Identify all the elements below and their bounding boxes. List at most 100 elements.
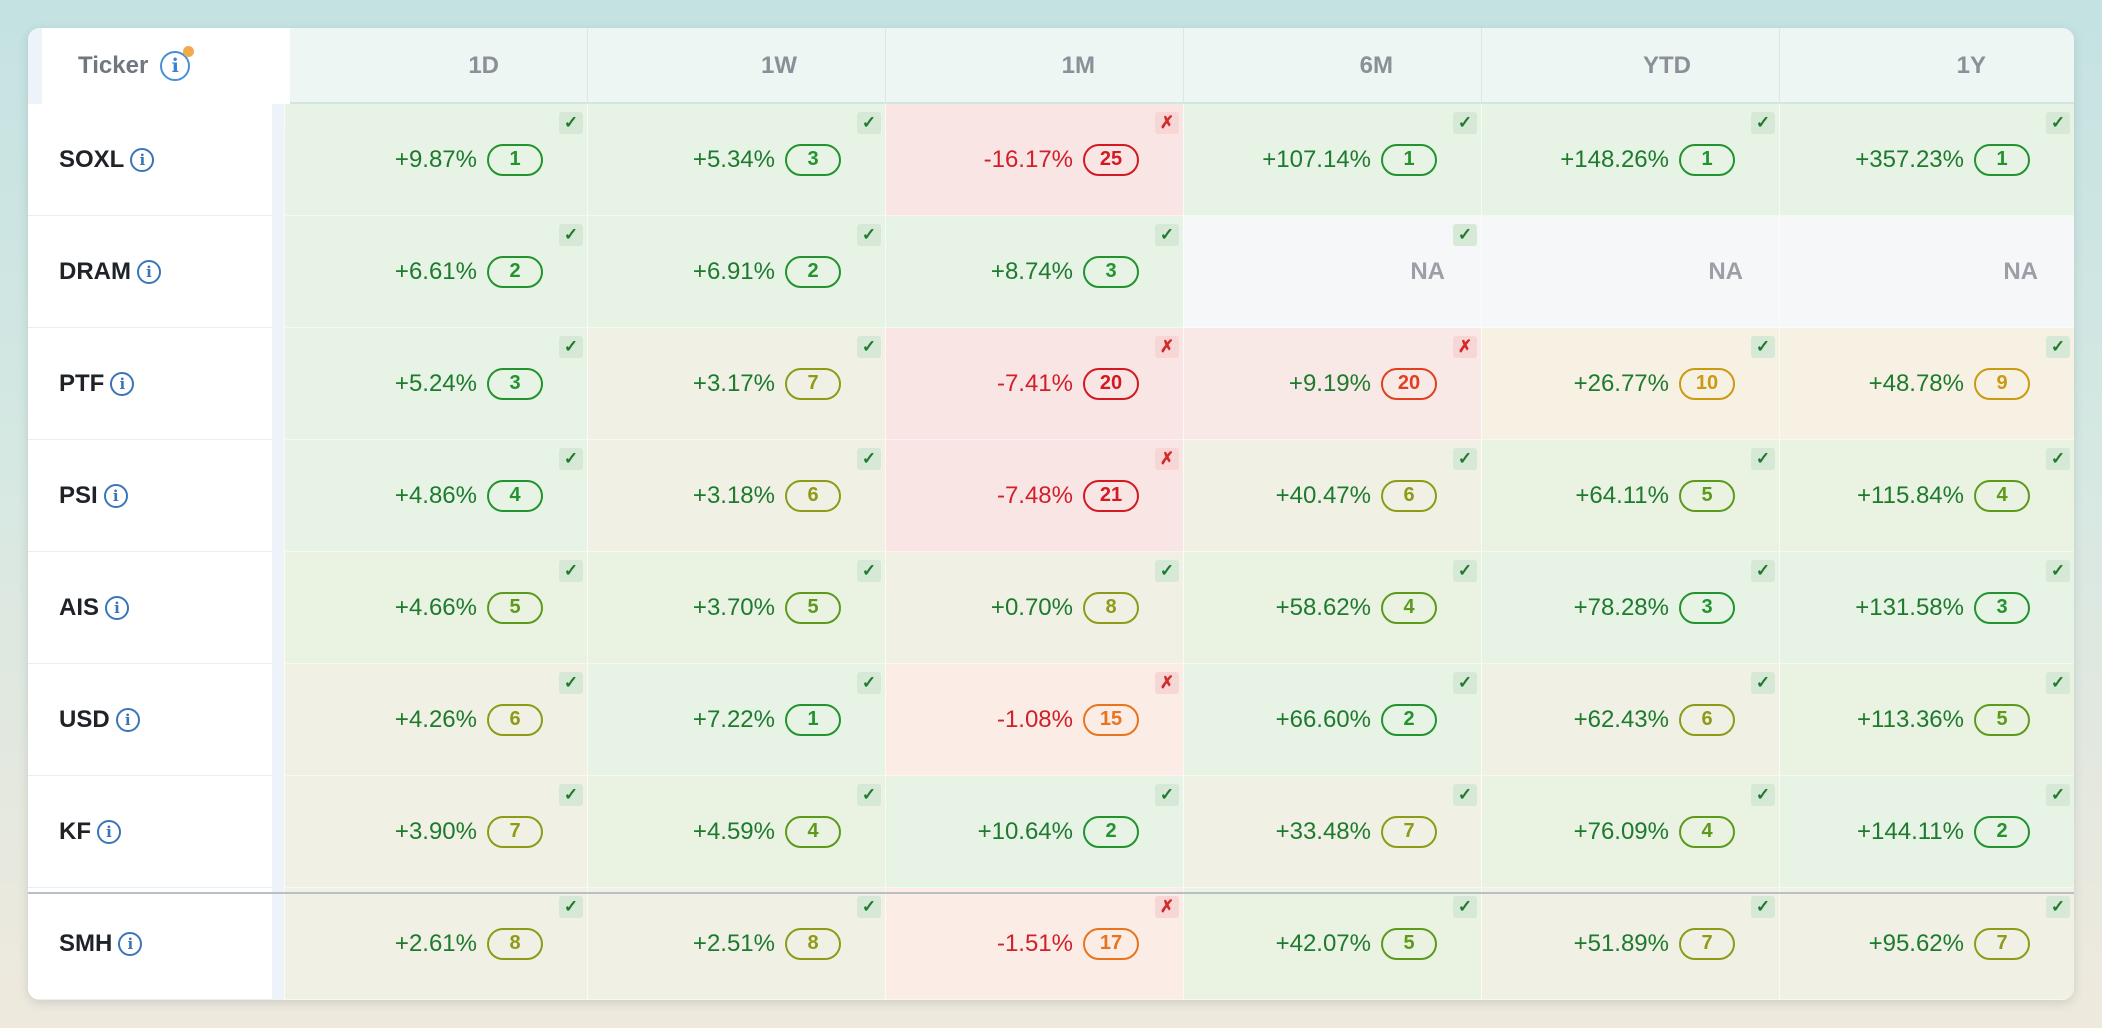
return-cell-1d[interactable]: ✓ +4.26% 6: [284, 664, 587, 776]
period-header-6m[interactable]: 6M: [1183, 28, 1481, 104]
return-cell-6m[interactable]: ✓ +58.62% 4: [1183, 552, 1481, 664]
table-row[interactable]: PSI i ✓ +4.86% 4 ✓ +3.18% 6 ✗ -7.48% 21 ✓ +40.47% 6 ✓ +…: [28, 440, 2074, 552]
period-header-1w[interactable]: 1W: [587, 28, 885, 104]
check-icon: ✓: [559, 672, 583, 694]
info-icon[interactable]: i: [110, 371, 135, 396]
ticker-cell[interactable]: USD i: [28, 664, 272, 776]
return-cell-1d[interactable]: ✓ +4.66% 5: [284, 552, 587, 664]
return-cell-1m[interactable]: ✗ -16.17% 25: [885, 104, 1183, 216]
return-cell-1w[interactable]: ✓ +5.34% 3: [587, 104, 885, 216]
table-row[interactable]: KF i ✓ +3.90% 7 ✓ +4.59% 4 ✓ +10.64% 2 ✓ +33.48% 7 ✓ +7…: [28, 776, 2074, 888]
return-cell-1y[interactable]: ✓ +48.78% 9: [1779, 328, 2074, 440]
period-header-ytd[interactable]: YTD: [1481, 28, 1779, 104]
info-icon[interactable]: i: [103, 483, 128, 508]
return-cell-1y[interactable]: ✓ +131.58% 3: [1779, 552, 2074, 664]
return-cell-1w[interactable]: ✓ +2.51% 8: [587, 888, 885, 1000]
period-header-1m[interactable]: 1M: [885, 28, 1183, 104]
info-icon[interactable]: i: [130, 147, 155, 172]
return-cell-1d[interactable]: ✓ +6.61% 2: [284, 216, 587, 328]
return-cell-ytd[interactable]: ✓ +26.77% 10: [1481, 328, 1779, 440]
return-cell-1y[interactable]: ✓ +144.11% 2: [1779, 776, 2074, 888]
cross-icon: ✗: [1155, 448, 1179, 470]
return-cell-1y[interactable]: ✓ +95.62% 7: [1779, 888, 2074, 1000]
return-cell-6m[interactable]: ✓ +107.14% 1: [1183, 104, 1481, 216]
ticker-info-icon[interactable]: i: [160, 46, 195, 81]
return-cell-1y[interactable]: ✓ +113.36% 5: [1779, 664, 2074, 776]
return-cell-1w[interactable]: ✓ +7.22% 1: [587, 664, 885, 776]
ticker-cell[interactable]: DRAM i: [28, 216, 272, 328]
return-value: +9.87%: [394, 145, 477, 173]
check-icon: ✓: [559, 336, 583, 358]
rank-badge: 3: [1679, 591, 1735, 624]
table-row[interactable]: DRAM i ✓ +6.61% 2 ✓ +6.91% 2 ✓ +8.74% 3 ✓ NA NA NA: [28, 216, 2074, 328]
return-value: +113.36%: [1857, 705, 1964, 733]
column-separator: [272, 664, 284, 776]
return-cell-ytd[interactable]: ✓ +148.26% 1: [1481, 104, 1779, 216]
info-icon[interactable]: i: [97, 819, 121, 844]
return-cell-1d[interactable]: ✓ +2.61% 8: [284, 888, 587, 1000]
table-row[interactable]: PTF i ✓ +5.24% 3 ✓ +3.17% 7 ✗ -7.41% 20 ✗ +9.19% 20 ✓ +…: [28, 328, 2074, 440]
na-value: NA: [1410, 257, 1445, 285]
ticker-column-header[interactable]: Ticker i: [28, 28, 290, 104]
check-icon: ✓: [1155, 560, 1179, 582]
info-icon[interactable]: i: [115, 707, 140, 732]
return-value: +6.91%: [692, 257, 775, 285]
return-cell-1m[interactable]: ✗ -7.48% 21: [885, 440, 1183, 552]
return-cell-1y[interactable]: NA: [1779, 216, 2074, 328]
check-icon: ✓: [2046, 784, 2070, 806]
table-row[interactable]: SOXL i ✓ +9.87% 1 ✓ +5.34% 3 ✗ -16.17% 25 ✓ +107.14%…: [28, 104, 2074, 216]
return-value: +5.34%: [692, 145, 775, 173]
return-cell-1m[interactable]: ✗ -7.41% 20: [885, 328, 1183, 440]
info-icon[interactable]: i: [118, 931, 143, 956]
return-cell-ytd[interactable]: ✓ +76.09% 4: [1481, 776, 1779, 888]
return-cell-1w[interactable]: ✓ +3.70% 5: [587, 552, 885, 664]
table-row[interactable]: AIS i ✓ +4.66% 5 ✓ +3.70% 5 ✓ +0.70% 8 ✓ +58.62% 4 ✓ +7…: [28, 552, 2074, 664]
return-cell-1m[interactable]: ✓ +10.64% 2: [885, 776, 1183, 888]
column-separator: [272, 104, 284, 216]
check-icon: ✓: [2046, 560, 2070, 582]
return-cell-6m[interactable]: ✓ +40.47% 6: [1183, 440, 1481, 552]
return-cell-ytd[interactable]: ✓ +64.11% 5: [1481, 440, 1779, 552]
return-cell-ytd[interactable]: ✓ +51.89% 7: [1481, 888, 1779, 1000]
period-header-1d[interactable]: 1D: [290, 28, 587, 104]
return-cell-1w[interactable]: ✓ +3.18% 6: [587, 440, 885, 552]
rank-badge: 5: [1679, 479, 1735, 512]
return-value: -7.41%: [996, 369, 1073, 397]
ticker-cell[interactable]: KF i: [28, 776, 272, 888]
return-cell-1m[interactable]: ✗ -1.51% 17: [885, 888, 1183, 1000]
ticker-cell[interactable]: PSI i: [28, 440, 272, 552]
ticker-symbol: DRAM: [59, 257, 131, 285]
ticker-cell[interactable]: PTF i: [28, 328, 272, 440]
return-cell-ytd[interactable]: NA: [1481, 216, 1779, 328]
return-cell-6m[interactable]: ✓ +66.60% 2: [1183, 664, 1481, 776]
return-cell-ytd[interactable]: ✓ +62.43% 6: [1481, 664, 1779, 776]
return-cell-1d[interactable]: ✓ +5.24% 3: [284, 328, 587, 440]
return-cell-1w[interactable]: ✓ +4.59% 4: [587, 776, 885, 888]
return-cell-1m[interactable]: ✓ +0.70% 8: [885, 552, 1183, 664]
return-cell-6m[interactable]: ✗ +9.19% 20: [1183, 328, 1481, 440]
info-icon[interactable]: i: [137, 259, 161, 284]
return-cell-1d[interactable]: ✓ +3.90% 7: [284, 776, 587, 888]
ticker-cell[interactable]: AIS i: [28, 552, 272, 664]
return-cell-1w[interactable]: ✓ +6.91% 2: [587, 216, 885, 328]
ticker-cell[interactable]: SOXL i: [28, 104, 272, 216]
return-cell-1m[interactable]: ✗ -1.08% 15: [885, 664, 1183, 776]
return-cell-6m[interactable]: ✓ +33.48% 7: [1183, 776, 1481, 888]
table-row[interactable]: SMH i ✓ +2.61% 8 ✓ +2.51% 8 ✗ -1.51% 17 ✓ +42.07% 5 ✓ +…: [28, 888, 2074, 1000]
return-cell-6m[interactable]: ✓ +42.07% 5: [1183, 888, 1481, 1000]
check-icon: ✓: [2046, 672, 2070, 694]
return-cell-1d[interactable]: ✓ +4.86% 4: [284, 440, 587, 552]
return-value: +64.11%: [1575, 481, 1669, 509]
info-icon[interactable]: i: [105, 595, 130, 620]
ticker-cell[interactable]: SMH i: [28, 888, 272, 1000]
return-value: +2.51%: [692, 929, 775, 957]
return-cell-1y[interactable]: ✓ +357.23% 1: [1779, 104, 2074, 216]
table-row[interactable]: USD i ✓ +4.26% 6 ✓ +7.22% 1 ✗ -1.08% 15 ✓ +66.60% 2 ✓ +…: [28, 664, 2074, 776]
return-cell-1w[interactable]: ✓ +3.17% 7: [587, 328, 885, 440]
period-header-1y[interactable]: 1Y: [1779, 28, 2074, 104]
return-cell-1d[interactable]: ✓ +9.87% 1: [284, 104, 587, 216]
return-cell-6m[interactable]: ✓ NA: [1183, 216, 1481, 328]
return-cell-1m[interactable]: ✓ +8.74% 3: [885, 216, 1183, 328]
return-cell-ytd[interactable]: ✓ +78.28% 3: [1481, 552, 1779, 664]
return-cell-1y[interactable]: ✓ +115.84% 4: [1779, 440, 2074, 552]
